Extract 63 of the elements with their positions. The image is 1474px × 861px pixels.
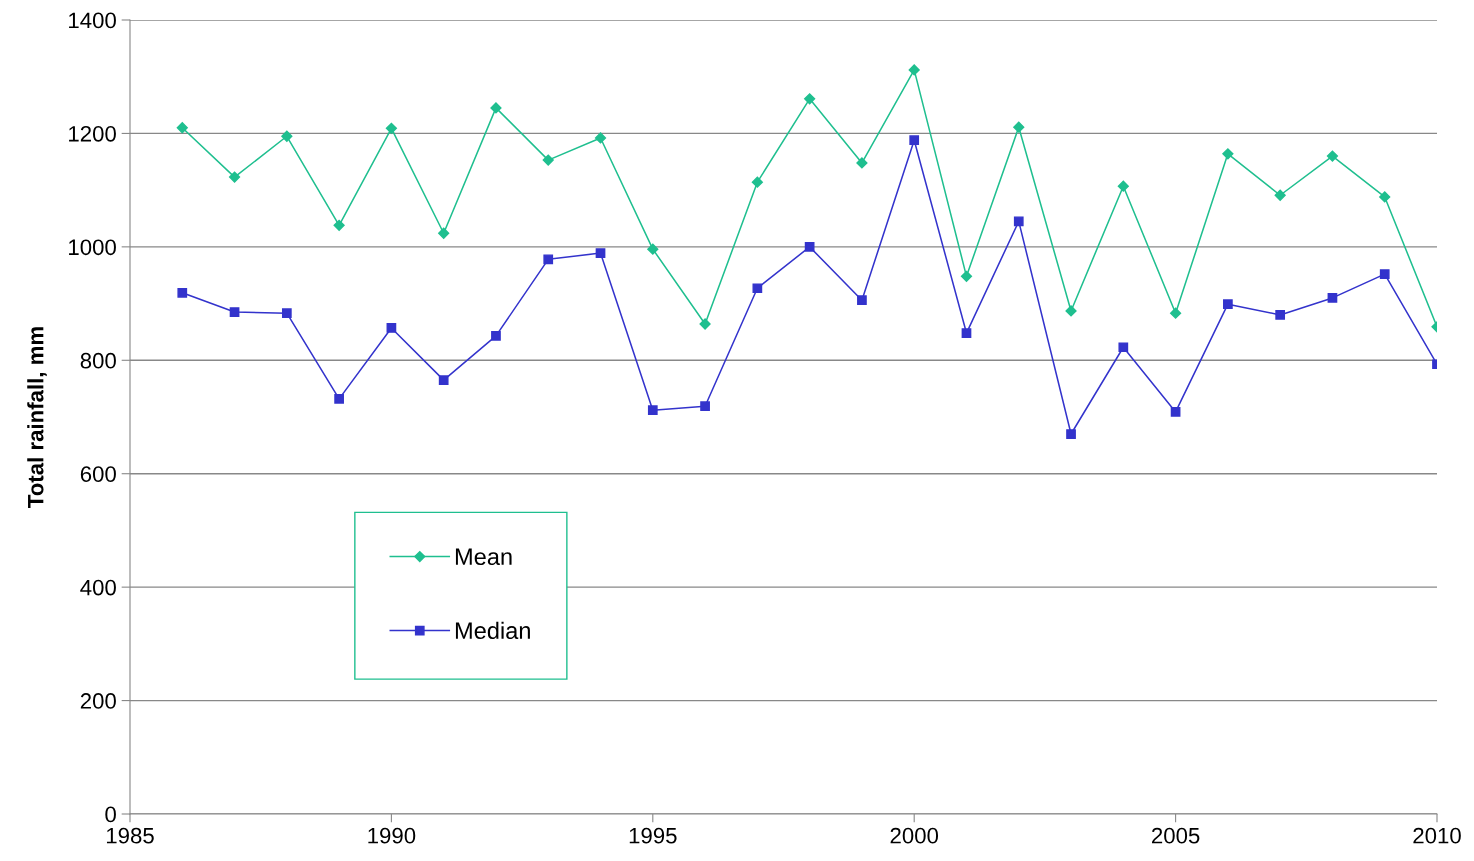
point [176,122,188,134]
point [229,307,240,317]
point [856,157,868,169]
point [909,135,920,146]
y-tick-label: 200 [80,693,116,709]
point [751,176,763,188]
y-tick-label: 800 [80,352,116,369]
x-tick-label: 1985 [106,827,154,844]
point [334,393,344,404]
y-tick-label: 1400 [69,12,116,29]
point [1013,121,1025,133]
point [1275,310,1286,320]
point [961,328,972,338]
point [1222,148,1234,160]
x-tick-label: 2000 [890,827,939,844]
point [491,331,501,341]
legend-label: Median [455,621,530,640]
point [281,130,293,142]
point [438,375,449,385]
point [1066,429,1076,439]
y-tick-label: 1000 [69,239,116,256]
point [385,122,398,134]
point [1274,189,1286,201]
point [490,102,502,114]
point [1117,180,1129,192]
point [804,241,815,252]
point [647,405,658,416]
point [908,64,920,76]
point [1379,269,1390,279]
point [333,219,345,231]
point [857,295,867,306]
point [647,243,659,255]
point [1379,191,1391,203]
y-axis-title: Total rainfall, mm [27,327,47,508]
point [700,401,710,412]
point [228,171,241,183]
point [542,154,554,166]
point [960,270,973,282]
point [1223,299,1233,310]
legend-label: Mean [455,548,512,566]
point [1169,307,1182,319]
y-tick-label: 1200 [69,125,116,142]
point [543,254,554,265]
x-tick-label: 1995 [629,827,677,844]
point [1170,407,1181,417]
point [438,227,450,239]
point [281,308,292,319]
point [595,248,606,258]
point [804,93,816,105]
point [386,323,397,333]
x-tick-label: 2010 [1413,827,1461,844]
point [752,283,763,294]
x-tick-label: 2005 [1152,827,1200,844]
y-tick-label: 600 [80,466,116,482]
point [594,132,607,144]
point [1327,293,1338,303]
x-tick-label: 1990 [368,827,416,844]
point [1326,150,1339,162]
point [1118,342,1129,353]
point [177,287,188,298]
y-tick-label: 0 [105,806,116,823]
point [1013,216,1024,227]
y-tick-label: 400 [80,579,116,596]
